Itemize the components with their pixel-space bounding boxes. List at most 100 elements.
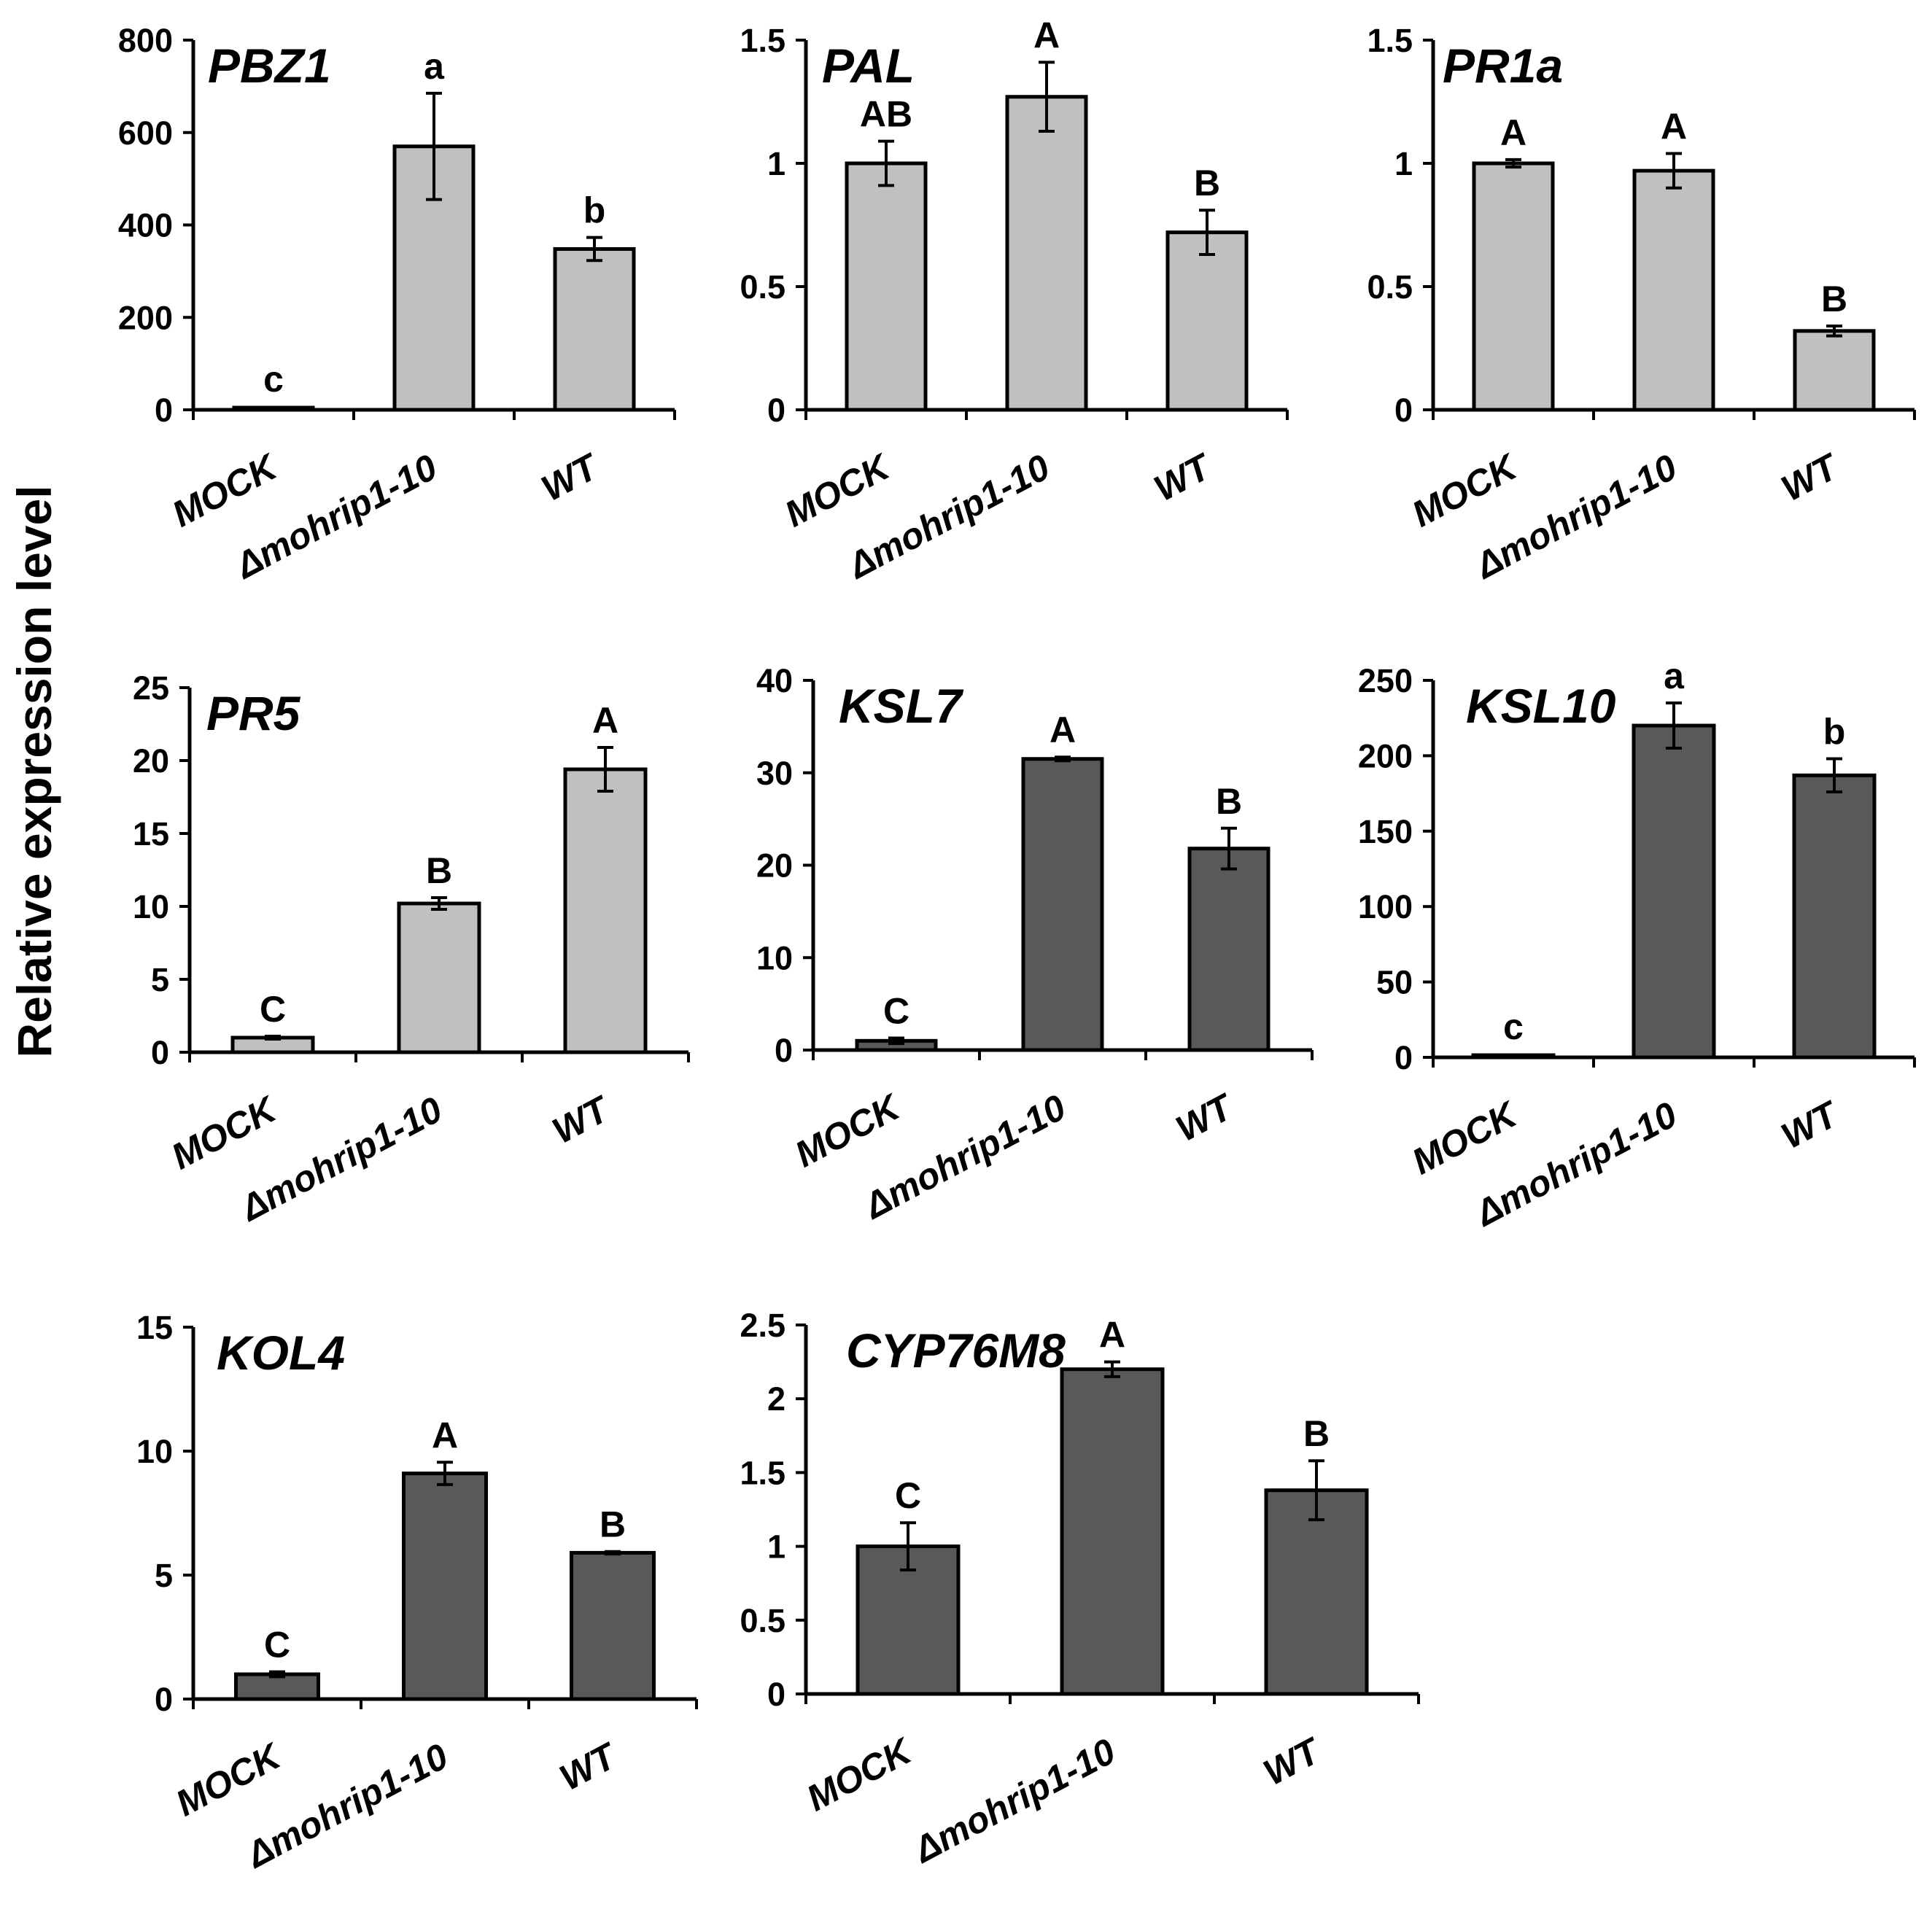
y-tick-label: 150 bbox=[1358, 813, 1413, 850]
y-tick-label: 100 bbox=[1358, 888, 1413, 925]
y-tick-label: 1.5 bbox=[740, 1454, 785, 1491]
y-tick-label: 5 bbox=[151, 961, 169, 998]
y-tick-label: 200 bbox=[118, 299, 173, 336]
y-tick-label: 15 bbox=[133, 815, 169, 852]
significance-letter: B bbox=[600, 1504, 626, 1545]
significance-letter: c bbox=[263, 359, 284, 400]
y-tick-label: 0.5 bbox=[740, 268, 785, 306]
significance-letter: B bbox=[1216, 781, 1242, 822]
category-label: WT bbox=[1147, 445, 1219, 509]
y-tick-label: 10 bbox=[133, 888, 169, 925]
chart-title: KSL7 bbox=[839, 679, 964, 733]
chart-title: CYP76M8 bbox=[846, 1324, 1066, 1377]
significance-letter: C bbox=[883, 991, 909, 1032]
y-tick-label: 0 bbox=[1394, 1039, 1413, 1076]
y-axis-title: Relative expression level bbox=[7, 485, 61, 1057]
significance-letter: a bbox=[1664, 656, 1685, 696]
y-tick-label: 20 bbox=[756, 847, 793, 885]
bar bbox=[553, 246, 636, 412]
chart-title: PAL bbox=[822, 39, 915, 93]
category-label: MOCK bbox=[800, 1729, 920, 1819]
bar bbox=[1632, 168, 1715, 412]
bar bbox=[1060, 1367, 1165, 1696]
bar bbox=[1021, 757, 1104, 1052]
bar bbox=[1793, 329, 1876, 412]
y-tick-label: 0 bbox=[767, 1676, 785, 1713]
chart-cyp76m8: 0 0.5 1 1.5 2 2.5 C MOCK A Δmohrip1-10 B WT CYP76M8 bbox=[740, 1307, 1420, 1871]
y-tick-label: 250 bbox=[1358, 662, 1413, 699]
y-tick-label: 1 bbox=[767, 145, 785, 182]
y-tick-label: 0.5 bbox=[740, 1602, 785, 1639]
category-label: WT bbox=[553, 1734, 625, 1798]
y-tick-label: 30 bbox=[756, 755, 793, 792]
significance-letter: AB bbox=[860, 94, 912, 135]
category-label: WT bbox=[1774, 445, 1847, 509]
y-tick-label: 200 bbox=[1358, 737, 1413, 774]
bar bbox=[845, 161, 928, 412]
bar bbox=[1264, 1488, 1369, 1696]
y-tick-label: 0 bbox=[151, 1034, 169, 1071]
y-tick-label: 0 bbox=[767, 392, 785, 429]
category-label: WT bbox=[1169, 1085, 1241, 1149]
significance-letter: A bbox=[592, 700, 618, 741]
chart-title: KOL4 bbox=[217, 1326, 345, 1380]
bar bbox=[1792, 773, 1877, 1060]
bar bbox=[1187, 847, 1270, 1052]
significance-letter: c bbox=[1503, 1006, 1524, 1047]
y-tick-label: 0.5 bbox=[1367, 268, 1413, 306]
bar bbox=[1472, 161, 1555, 412]
y-tick-label: 0 bbox=[775, 1032, 793, 1069]
significance-letter: b bbox=[583, 190, 606, 231]
y-tick-label: 0 bbox=[1394, 392, 1413, 429]
category-label: MOCK bbox=[1405, 445, 1526, 535]
bar bbox=[1005, 95, 1088, 412]
y-tick-label: 0 bbox=[155, 392, 173, 429]
y-tick-label: 1 bbox=[1394, 145, 1413, 182]
y-tick-label: 15 bbox=[136, 1309, 173, 1346]
y-tick-label: 600 bbox=[118, 114, 173, 152]
chart-title: PR1a bbox=[1443, 39, 1563, 93]
significance-letter: B bbox=[1194, 163, 1220, 203]
bar bbox=[563, 767, 648, 1054]
y-tick-label: 800 bbox=[118, 22, 173, 59]
bar bbox=[1632, 723, 1716, 1060]
significance-letter: A bbox=[1099, 1315, 1125, 1356]
significance-letter: a bbox=[424, 46, 445, 87]
category-label: MOCK bbox=[1405, 1092, 1526, 1182]
y-tick-label: 2 bbox=[767, 1380, 785, 1418]
bar bbox=[570, 1550, 656, 1701]
bar bbox=[402, 1472, 488, 1701]
y-tick-label: 2.5 bbox=[740, 1307, 785, 1344]
significance-letter: A bbox=[1500, 112, 1526, 153]
category-label: Δmohrip1-10 bbox=[907, 1730, 1122, 1871]
significance-letter: A bbox=[1661, 106, 1687, 147]
y-tick-label: 0 bbox=[155, 1681, 173, 1718]
y-tick-label: 40 bbox=[756, 662, 793, 699]
significance-letter: C bbox=[264, 1625, 290, 1666]
category-label: WT bbox=[1257, 1729, 1329, 1793]
category-label: MOCK bbox=[788, 1085, 909, 1175]
significance-letter: B bbox=[1303, 1413, 1330, 1454]
category-label: MOCK bbox=[166, 445, 286, 535]
bar bbox=[397, 901, 481, 1054]
y-tick-label: 10 bbox=[756, 939, 793, 976]
chart-title: PBZ1 bbox=[208, 39, 331, 93]
chart-title: PR5 bbox=[206, 686, 301, 740]
category-label: WT bbox=[546, 1087, 618, 1151]
y-tick-label: 1.5 bbox=[740, 22, 785, 59]
significance-letter: B bbox=[1821, 279, 1847, 319]
significance-letter: A bbox=[432, 1415, 458, 1455]
y-tick-label: 25 bbox=[133, 669, 169, 707]
bar bbox=[232, 405, 315, 412]
category-label: MOCK bbox=[165, 1087, 285, 1177]
significance-letter: C bbox=[260, 989, 286, 1030]
category-label: WT bbox=[1774, 1092, 1847, 1157]
y-tick-label: 1 bbox=[767, 1528, 785, 1566]
